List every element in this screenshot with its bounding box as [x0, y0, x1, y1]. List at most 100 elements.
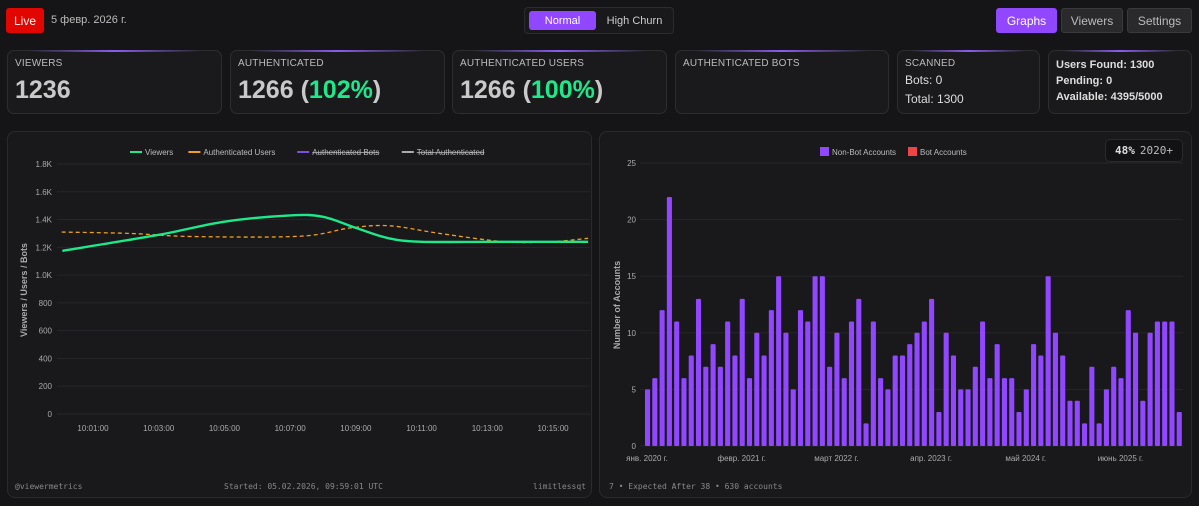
x-tick-label: июнь 2025 г.: [1098, 454, 1143, 463]
y-tick-label: 25: [627, 159, 636, 168]
y-tick-label: 1.6K: [36, 188, 53, 197]
x-tick-label: янв. 2020 г.: [626, 454, 668, 463]
bar-non-bot: [1052, 332, 1058, 446]
nav-graphs-button[interactable]: Graphs: [996, 8, 1057, 33]
footer-user: limitlessqt: [533, 482, 586, 491]
bar-non-bot: [732, 355, 738, 446]
x-tick-label: апр. 2023 г.: [910, 454, 952, 463]
bar-non-bot: [776, 276, 782, 446]
bar-non-bot: [863, 423, 869, 446]
x-tick-label: 10:05:00: [209, 424, 241, 433]
y-tick-label: 15: [627, 272, 636, 281]
bar-non-bot: [1133, 332, 1139, 446]
x-tick-label: 10:15:00: [537, 424, 569, 433]
bar-non-bot: [914, 332, 920, 446]
legend-item-authenticated-bots[interactable]: Authenticated Bots: [312, 148, 379, 157]
x-tick-label: май 2024 г.: [1005, 454, 1046, 463]
y-tick-label: 20: [627, 216, 636, 225]
y-axis-label: Number of Accounts: [612, 261, 622, 349]
bar-non-bot: [980, 321, 986, 446]
accounts-summary: 7 • Expected After 38 • 630 accounts: [609, 482, 783, 491]
users-found: Users Found: 1300: [1056, 59, 1155, 71]
y-tick-label: 400: [39, 354, 53, 363]
legend-item-total-authenticated[interactable]: Total Authenticated: [417, 148, 485, 157]
authenticated-card: AUTHENTICATED 1266 (102%): [230, 50, 445, 114]
bar-non-bot: [1140, 400, 1146, 446]
bar-non-bot: [929, 298, 935, 446]
bar-non-bot: [797, 310, 804, 446]
bar-non-bot: [936, 412, 942, 446]
card-label: AUTHENTICATED USERS: [460, 58, 585, 69]
bar-non-bot: [1103, 389, 1109, 446]
bar-non-bot: [790, 389, 796, 446]
bar-non-bot: [1176, 412, 1182, 446]
bar-non-bot: [805, 321, 811, 446]
mode-normal-button[interactable]: Normal: [529, 11, 596, 30]
live-badge[interactable]: Live: [6, 8, 44, 33]
bar-non-bot: [1125, 310, 1131, 446]
y-tick-label: 1.8K: [36, 160, 53, 169]
bar-non-bot: [841, 378, 847, 446]
bar-non-bot: [1154, 321, 1160, 446]
y-tick-label: 800: [39, 299, 53, 308]
bar-non-bot: [717, 366, 723, 446]
bar-non-bot: [1096, 423, 1102, 446]
pending-count: Pending: 0: [1056, 75, 1113, 87]
bar-non-bot: [674, 321, 680, 446]
bar-non-bot: [1038, 355, 1044, 446]
authenticated-users-line: [61, 224, 589, 244]
x-tick-label: 10:01:00: [77, 424, 109, 433]
nav-settings-button[interactable]: Settings: [1127, 8, 1192, 33]
mode-high-churn-button[interactable]: High Churn: [606, 14, 663, 27]
y-tick-label: 5: [632, 385, 637, 394]
y-tick-label: 0: [632, 442, 637, 451]
bar-non-bot: [754, 332, 760, 446]
bar-non-bot: [645, 389, 651, 446]
x-tick-label: 10:07:00: [275, 424, 307, 433]
bar-non-bot: [1111, 366, 1117, 446]
bar-non-bot: [1023, 389, 1029, 446]
legend-swatch: [908, 147, 917, 156]
bar-non-bot: [666, 196, 672, 446]
legend-item-bot: Bot Accounts: [920, 148, 967, 157]
bar-non-bot: [783, 332, 789, 446]
bar-non-bot: [695, 298, 702, 446]
bar-non-bot: [1045, 276, 1051, 446]
x-tick-label: 10:03:00: [143, 424, 175, 433]
bar-non-bot: [710, 344, 716, 446]
available-count: Available: 4395/5000: [1056, 91, 1163, 103]
bar-non-bot: [943, 332, 949, 446]
bar-non-bot: [885, 389, 891, 446]
legend-item-authenticated-users[interactable]: Authenticated Users: [203, 148, 275, 157]
legend-item-viewers[interactable]: Viewers: [145, 148, 173, 157]
authenticated-users-card: AUTHENTICATED USERS 1266 (100%): [452, 50, 667, 114]
bar-non-bot: [1082, 423, 1088, 446]
bar-non-bot: [681, 378, 687, 446]
bar-non-bot: [761, 355, 767, 446]
viewers-value: 1236: [15, 76, 71, 104]
bar-non-bot: [1009, 378, 1015, 446]
bar-non-bot: [1060, 355, 1066, 446]
bar-non-bot: [746, 378, 753, 446]
bar-non-bot: [907, 344, 913, 446]
bar-non-bot: [958, 389, 964, 446]
bar-non-bot: [848, 321, 855, 446]
bar-non-bot: [812, 276, 818, 446]
bar-non-bot: [688, 355, 694, 446]
mode-toggle: Normal High Churn: [524, 7, 674, 34]
bar-non-bot: [1067, 400, 1073, 446]
nav-viewers-button[interactable]: Viewers: [1061, 8, 1123, 33]
bar-non-bot: [870, 321, 876, 446]
legend-swatch: [820, 147, 829, 156]
card-label: AUTHENTICATED: [238, 58, 324, 69]
y-tick-label: 200: [39, 382, 53, 391]
bar-non-bot: [827, 366, 833, 446]
bar-non-bot: [892, 355, 898, 446]
y-tick-label: 0: [48, 410, 53, 419]
bar-non-bot: [768, 310, 774, 446]
bar-non-bot: [878, 378, 884, 446]
footer-handle: @viewermetrics: [15, 482, 83, 491]
legend-item-non-bot: Non-Bot Accounts: [832, 148, 896, 157]
x-tick-label: февр. 2021 г.: [718, 454, 766, 463]
